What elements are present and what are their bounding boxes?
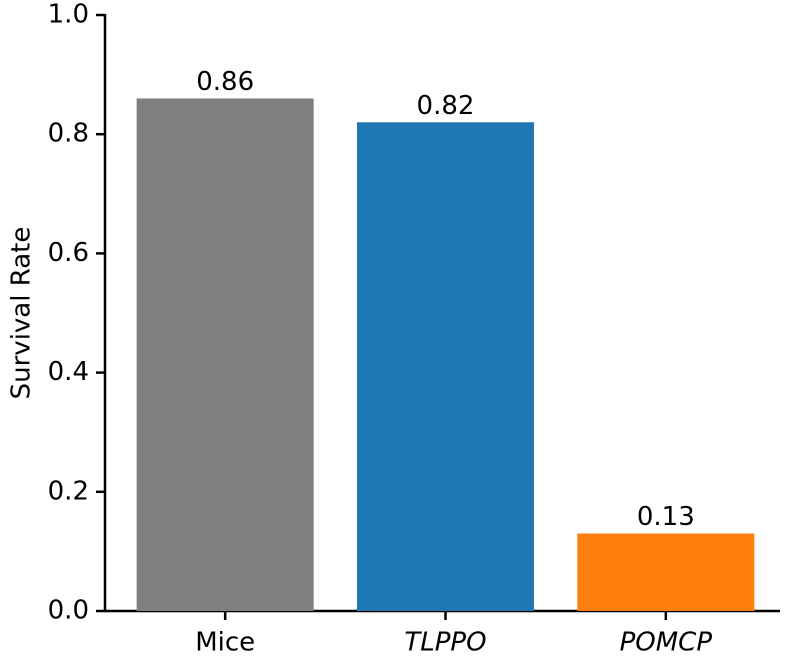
value-label: 0.82 xyxy=(417,91,475,121)
value-label: 0.13 xyxy=(637,502,695,532)
bar xyxy=(357,122,534,611)
y-tick-label: 0.6 xyxy=(48,238,89,268)
y-axis-label: Survival Rate xyxy=(7,227,37,400)
x-tick-label: Mice xyxy=(195,628,255,658)
y-tick-label: 0.4 xyxy=(48,357,89,387)
y-tick-label: 0.0 xyxy=(48,596,89,626)
value-label: 0.86 xyxy=(196,67,254,97)
y-tick-label: 0.8 xyxy=(48,119,89,149)
x-tick-label: TLPPO xyxy=(404,628,486,658)
bar xyxy=(577,533,755,611)
bar xyxy=(136,98,314,611)
x-tick-label: POMCP xyxy=(620,628,713,658)
y-tick-label: 1.0 xyxy=(48,0,89,30)
y-tick-label: 0.2 xyxy=(48,476,89,506)
